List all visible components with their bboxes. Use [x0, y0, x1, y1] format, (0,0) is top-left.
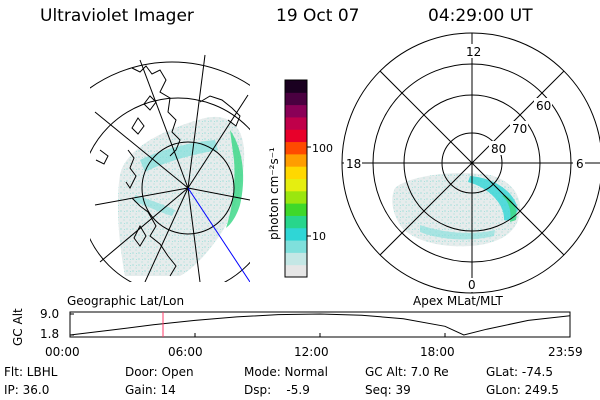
orbit-ymin-label: 1.8 — [40, 327, 59, 341]
magnetic-panel-label: Apex MLat/MLT — [413, 294, 503, 308]
mlat-label: 60 — [536, 99, 551, 113]
colorbar-swatch — [285, 166, 307, 179]
door-status: Door: Open — [125, 365, 194, 379]
mlt-label-dusk: 18 — [346, 157, 361, 171]
geographic-panel — [117, 116, 245, 276]
colorbar-swatch — [285, 92, 307, 106]
colorbar-swatch — [285, 240, 307, 253]
magnetic-polar-panel: 12 18 6 0 60 70 80 — [341, 32, 600, 294]
geographic-latitude: GLat: -74.5 — [486, 365, 553, 379]
subsatellite-line — [187, 187, 250, 282]
colorbar-swatch — [285, 190, 307, 204]
dsp-value: Dsp: -5.9 — [244, 383, 310, 397]
colorbar-frame — [284, 79, 308, 278]
altitude-line — [70, 313, 570, 336]
latitude-circle — [141, 141, 235, 235]
colorbar-swatch — [285, 153, 307, 167]
ip-value: IP: 36.0 — [4, 383, 50, 397]
orbit-xtick-label: 23:59 — [548, 345, 583, 359]
mlt-label-noon: 12 — [466, 45, 481, 59]
orbit-altitude-plot — [69, 311, 571, 338]
colorbar-swatch — [285, 215, 307, 229]
colorbar-swatch — [285, 116, 307, 130]
mlt-line — [379, 70, 565, 256]
mlt-label-midnight: 0 — [468, 278, 476, 292]
mlat-label: 70 — [512, 122, 527, 136]
auroral-oval-bright — [226, 130, 244, 228]
orbit-xtick-label: 12:00 — [294, 345, 329, 359]
orbit-xtick-label: 00:00 — [45, 345, 80, 359]
meridian-line — [187, 54, 206, 189]
gain-value: Gain: 14 — [125, 383, 176, 397]
colorbar-label: photon cm⁻²s⁻¹ — [267, 147, 281, 240]
colorbar-swatch — [285, 227, 307, 241]
colorbar-tick-label: 100 — [312, 142, 333, 155]
meridian-line — [99, 187, 189, 263]
meridian-line — [187, 94, 249, 189]
gc-altitude-value: GC Alt: 7.0 Re — [365, 365, 449, 379]
filter-value: Flt: LBHL — [4, 365, 58, 379]
coastline — [95, 65, 241, 277]
observation-date: 19 Oct 07 — [276, 6, 360, 26]
meridian-line — [144, 187, 189, 282]
instrument-title: Ultraviolet Imager — [40, 6, 194, 26]
meridian-line — [187, 187, 250, 201]
colorbar-swatch — [285, 178, 307, 192]
mode-value: Mode: Normal — [244, 365, 328, 379]
colorbar-swatch — [285, 80, 307, 93]
orbit-ymax-label: 9.0 — [40, 307, 59, 321]
observation-time: 04:29:00 UT — [428, 6, 533, 26]
colorbar-swatch — [285, 129, 307, 143]
colorbar-swatch — [285, 104, 307, 118]
meridian-line — [187, 187, 201, 282]
colorbar-swatch — [285, 264, 307, 278]
latitude-circle — [90, 97, 250, 282]
meridian-line — [94, 187, 189, 206]
colorbar-swatch — [285, 252, 307, 266]
orbit-xtick-label: 06:00 — [168, 345, 203, 359]
colorbar-tick-label: 10 — [312, 230, 326, 243]
colorbar-swatch — [285, 141, 307, 155]
geographic-longitude: GLon: 249.5 — [486, 383, 559, 397]
mlt-label-dawn: 6 — [576, 157, 584, 171]
latitude-circle — [90, 61, 250, 89]
orbit-ylabel: GC Alt — [11, 308, 25, 346]
sequence-value: Seq: 39 — [365, 383, 411, 397]
auroral-oval-bright-magnetic — [468, 176, 518, 221]
meridian-line — [94, 111, 189, 189]
colorbar-swatch — [285, 203, 307, 216]
colorbar — [284, 79, 311, 278]
geographic-grid — [90, 54, 250, 282]
orbit-xtick-label: 18:00 — [420, 345, 455, 359]
mlat-label: 80 — [491, 142, 506, 156]
geographic-panel-label: Geographic Lat/Lon — [67, 294, 184, 308]
meridian-line — [139, 59, 189, 189]
